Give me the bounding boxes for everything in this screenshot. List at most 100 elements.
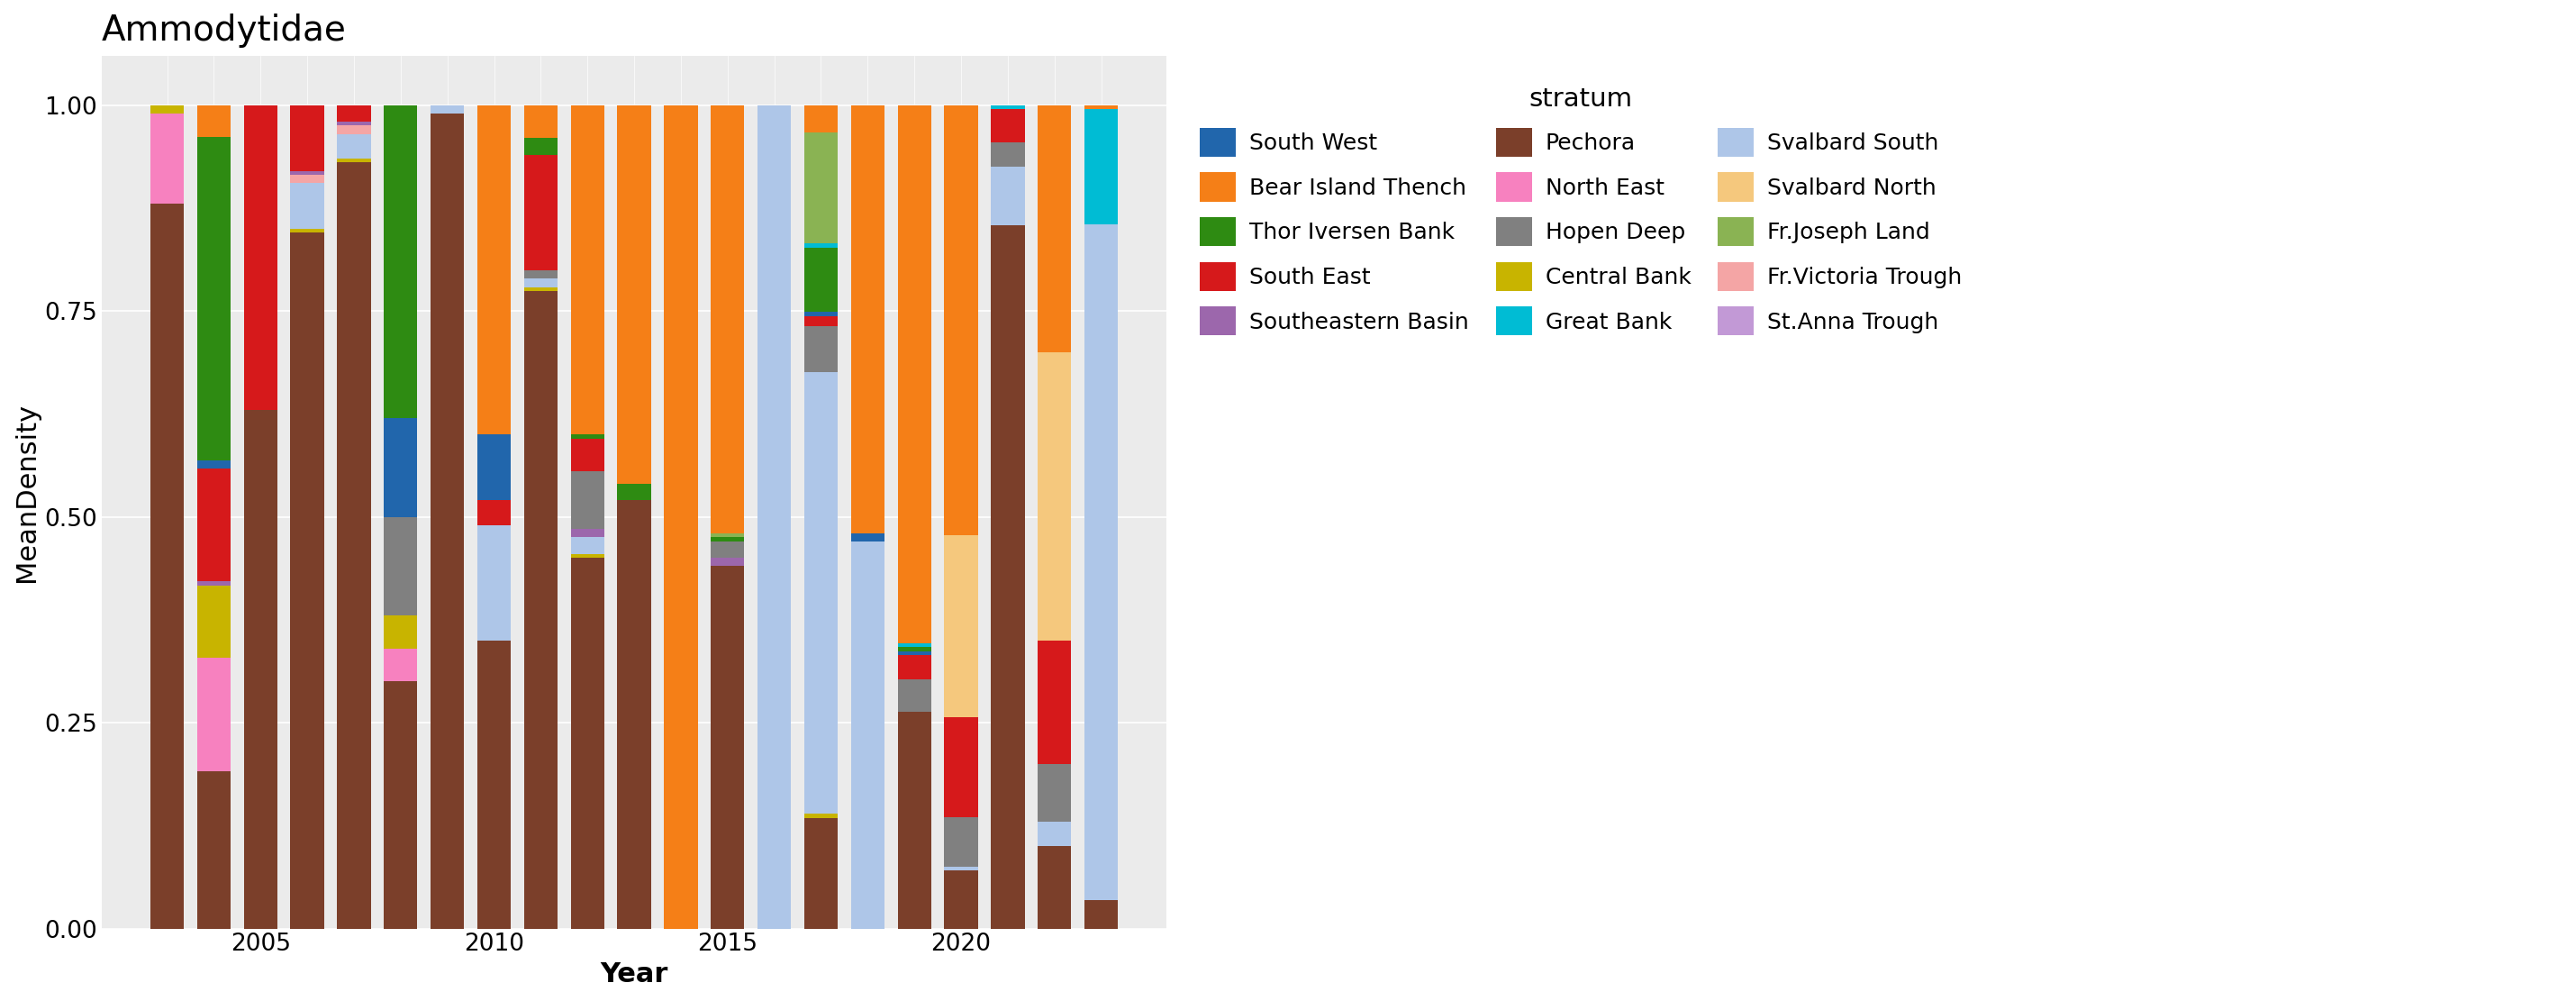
Bar [896, 644, 930, 648]
Bar [896, 105, 930, 644]
Bar [1084, 900, 1118, 929]
Bar [850, 542, 884, 929]
Bar [572, 554, 605, 558]
Y-axis label: MeanDensity: MeanDensity [13, 402, 39, 582]
Bar [245, 105, 278, 409]
Bar [572, 558, 605, 929]
Bar [291, 183, 325, 228]
Bar [804, 325, 837, 371]
Bar [196, 105, 232, 137]
Bar [523, 138, 556, 154]
Bar [196, 137, 232, 460]
Bar [572, 538, 605, 554]
Bar [945, 871, 979, 929]
Bar [992, 109, 1025, 142]
Bar [1038, 822, 1072, 846]
Bar [523, 154, 556, 270]
Bar [196, 771, 232, 929]
Bar [804, 247, 837, 312]
Bar [896, 680, 930, 712]
Bar [477, 525, 510, 641]
Bar [572, 105, 605, 434]
Bar [523, 287, 556, 291]
Bar [711, 105, 744, 534]
Bar [523, 105, 556, 138]
Bar [804, 316, 837, 325]
Bar [291, 228, 325, 232]
Bar [665, 105, 698, 929]
Bar [804, 105, 837, 132]
Bar [384, 649, 417, 682]
Bar [430, 113, 464, 929]
Bar [804, 312, 837, 316]
Bar [523, 279, 556, 287]
Bar [572, 471, 605, 530]
Bar [804, 132, 837, 243]
Legend: South West, Bear Island Thench, Thor Iversen Bank, South East, Southeastern Basi: South West, Bear Island Thench, Thor Ive… [1188, 75, 1973, 347]
Bar [337, 134, 371, 158]
Bar [1038, 105, 1072, 352]
Bar [711, 542, 744, 558]
Bar [896, 652, 930, 656]
Bar [291, 232, 325, 929]
Bar [245, 409, 278, 929]
Bar [196, 658, 232, 771]
Bar [291, 105, 325, 171]
Bar [618, 105, 652, 483]
Bar [384, 105, 417, 418]
Bar [945, 536, 979, 718]
Bar [850, 534, 884, 542]
Bar [992, 225, 1025, 929]
Bar [896, 712, 930, 929]
Bar [1038, 641, 1072, 764]
Bar [337, 125, 371, 134]
Bar [1038, 352, 1072, 641]
Bar [149, 113, 183, 204]
Bar [523, 270, 556, 279]
Bar [337, 105, 371, 121]
Bar [618, 483, 652, 500]
Bar [196, 460, 232, 468]
Bar [384, 418, 417, 517]
Bar [337, 121, 371, 125]
Bar [804, 814, 837, 818]
Bar [896, 656, 930, 680]
Bar [1084, 224, 1118, 900]
Bar [477, 641, 510, 929]
Bar [804, 371, 837, 814]
Bar [711, 538, 744, 542]
Bar [711, 558, 744, 567]
Bar [196, 586, 232, 658]
Bar [992, 167, 1025, 225]
Bar [149, 204, 183, 929]
Bar [523, 291, 556, 929]
Bar [896, 648, 930, 652]
Bar [1038, 764, 1072, 822]
Bar [572, 434, 605, 438]
Bar [291, 171, 325, 175]
Bar [291, 175, 325, 183]
Bar [945, 817, 979, 867]
Bar [711, 534, 744, 538]
Bar [196, 468, 232, 582]
Bar [149, 105, 183, 113]
Bar [1084, 109, 1118, 224]
Text: Ammodytidae: Ammodytidae [103, 14, 348, 48]
Bar [945, 105, 979, 536]
Bar [804, 243, 837, 247]
Bar [196, 582, 232, 586]
Bar [572, 438, 605, 471]
Bar [477, 500, 510, 525]
Bar [1038, 846, 1072, 929]
Bar [384, 682, 417, 929]
Bar [992, 105, 1025, 109]
Bar [711, 567, 744, 929]
Bar [804, 818, 837, 929]
X-axis label: Year: Year [600, 961, 667, 987]
Bar [384, 616, 417, 649]
Bar [572, 530, 605, 538]
Bar [850, 105, 884, 534]
Bar [384, 517, 417, 616]
Bar [337, 158, 371, 162]
Bar [430, 105, 464, 113]
